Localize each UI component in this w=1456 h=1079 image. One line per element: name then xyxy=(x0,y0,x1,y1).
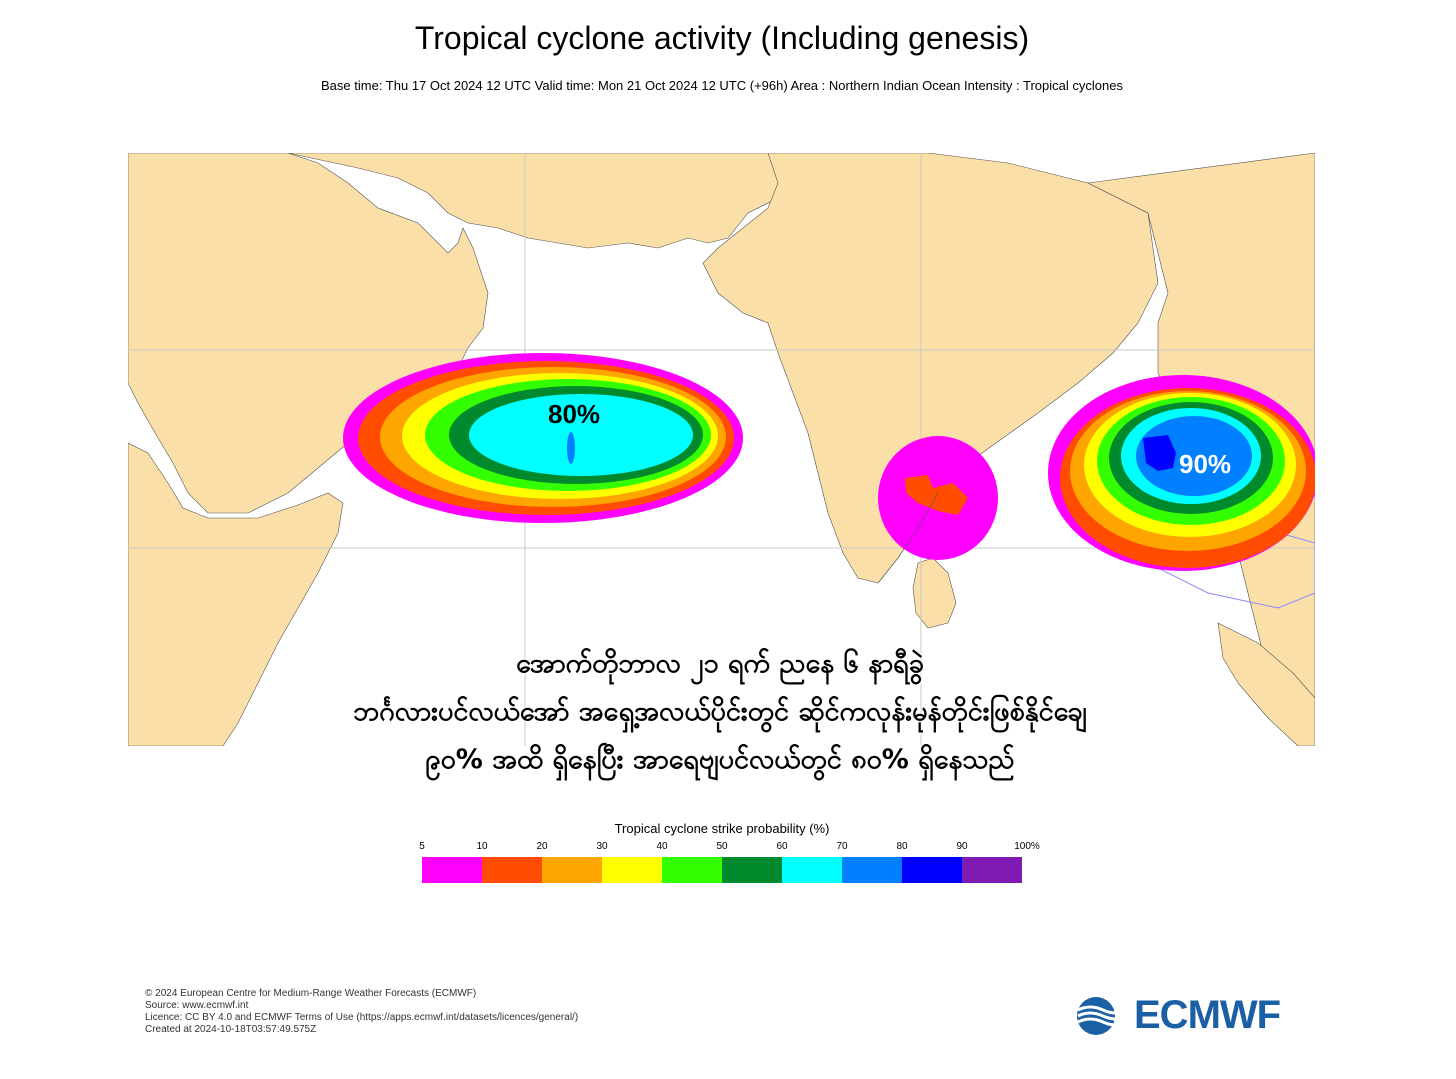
legend-swatch-7 xyxy=(842,857,902,883)
bay-west-probability xyxy=(878,436,998,560)
legend-swatch-9 xyxy=(962,857,1022,883)
legend-tick: 70 xyxy=(836,841,848,852)
caption-line-3: ၉၀% အထိ ရှိနေပြီး အာရေဗျပင်လယ်တွင် ၈၀% ရ… xyxy=(425,744,1015,775)
footer-copyright: © 2024 European Centre for Medium-Range … xyxy=(145,988,477,999)
caption-line-2: ဘင်္ဂလားပင်လယ်အော် အရှေ့အလယ်ပိုင်းတွင် ဆ… xyxy=(353,696,1087,727)
legend-swatch-5 xyxy=(722,857,782,883)
legend-title: Tropical cyclone strike probability (%) xyxy=(614,821,830,836)
legend-tick: 30 xyxy=(596,841,608,852)
footer-created: Created at 2024-10-18T03:57:49.575Z xyxy=(145,1024,317,1035)
legend-swatch-4 xyxy=(662,857,722,883)
legend-tick: 10 xyxy=(476,841,488,852)
ecmwf-logo-text: ECMWF xyxy=(1134,993,1281,1037)
land xyxy=(127,152,1316,747)
coastline xyxy=(877,492,939,584)
legend-swatch-1 xyxy=(482,857,542,883)
legend-tick: 80 xyxy=(896,841,908,852)
legend-tick: 90 xyxy=(956,841,968,852)
arabian-sea-probability xyxy=(343,353,743,523)
bay-of-bengal-probability-label: 90% xyxy=(1179,449,1232,479)
legend-swatch-6 xyxy=(782,857,842,883)
legend-swatch-8 xyxy=(902,857,962,883)
legend-tick: 5 xyxy=(419,841,425,852)
legend-tick: 100% xyxy=(1014,841,1040,852)
legend-tick: 50 xyxy=(716,841,728,852)
legend-swatch-3 xyxy=(602,857,662,883)
arabian-sea-probability-label: 80% xyxy=(548,399,601,429)
legend-swatch-2 xyxy=(542,857,602,883)
legend-tick: 20 xyxy=(536,841,548,852)
legend-color-bar xyxy=(422,857,1022,883)
footer-credits: © 2024 European Centre for Medium-Range … xyxy=(145,988,578,1036)
legend-tick: 60 xyxy=(776,841,788,852)
cyclone-probability-map: 80% 90% xyxy=(127,152,1318,747)
footer-licence: Licence: CC BY 4.0 and ECMWF Terms of Us… xyxy=(145,1012,579,1023)
chart-title: Tropical cyclone activity (Including gen… xyxy=(414,20,1030,56)
chart-subtitle: Base time: Thu 17 Oct 2024 12 UTC Valid … xyxy=(321,78,1123,93)
ecmwf-logo-icon xyxy=(1077,996,1129,1035)
map-canvas xyxy=(127,152,1318,747)
legend-swatch-0 xyxy=(422,857,482,883)
caption-line-1: အောက်တိုဘာလ ၂၁ ရက် ညနေ ၆ နာရီခွဲ xyxy=(516,648,924,679)
bay-of-bengal-probability xyxy=(1048,375,1318,609)
footer-source: Source: www.ecmwf.int xyxy=(145,1000,249,1011)
legend-tick: 40 xyxy=(656,841,668,852)
ecmwf-logo: ECMWF xyxy=(1076,993,1281,1038)
